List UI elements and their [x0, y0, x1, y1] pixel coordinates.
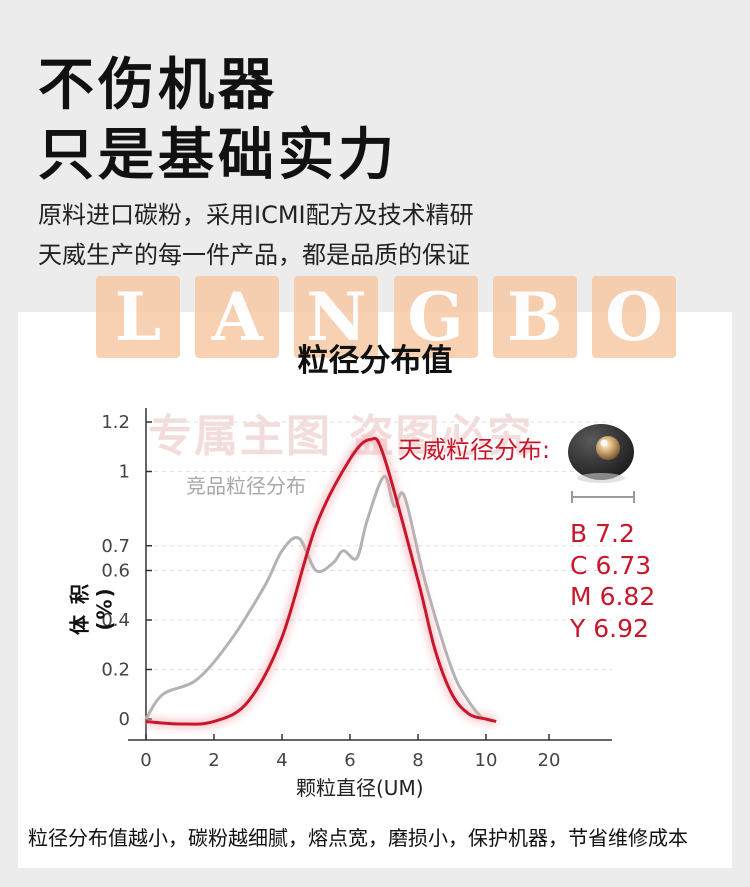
langbo-watermark: L A N G B O	[96, 276, 676, 358]
metric-value: 7.2	[595, 519, 635, 548]
chart-title: 粒径分布值	[297, 343, 453, 379]
y-tick-label: 0.4	[101, 610, 130, 631]
chart-grid	[146, 421, 612, 670]
y-tick-label: 0.2	[101, 660, 130, 681]
toner-particle-icon	[568, 424, 634, 483]
metric-label: Y	[570, 613, 586, 643]
series-line-main	[145, 436, 497, 726]
y-tick-label: 0.6	[101, 561, 130, 582]
x-axis-label: 颗粒直径(UM)	[296, 776, 424, 800]
metric-value: 6.82	[599, 582, 656, 611]
x-tick-label: 8	[412, 750, 423, 771]
headline-line-2: 只是基础实力	[38, 123, 398, 188]
y-axis-label: 体 积 (%)	[67, 582, 117, 635]
metric-item: Y 6.92	[570, 613, 655, 645]
y-tick-label: 1	[119, 462, 130, 483]
watermark-letter: O	[591, 276, 676, 358]
metric-item: B 7.2	[570, 518, 655, 550]
metric-label: C	[570, 550, 588, 580]
x-tick-label: 6	[344, 750, 355, 771]
x-tick-label: 4	[276, 750, 287, 771]
chart-axes: 0 0.2 0.4 0.6 0.7 1 1.2 0 2 4 6 8 10 20	[101, 408, 612, 771]
metric-item: C 6.73	[570, 550, 655, 582]
metric-item: M 6.82	[570, 581, 655, 613]
watermark-letter: N	[294, 276, 379, 358]
metric-label: M	[570, 582, 592, 611]
footer-caption: 粒径分布值越小，碳粉越细腻，熔点宽，磨损小，保护机器，节省维修成本	[28, 826, 688, 850]
chart-card	[18, 312, 732, 868]
metric-label: B	[570, 519, 588, 548]
watermark-letter: B	[492, 276, 577, 358]
legend-series-main: 天威粒径分布:	[398, 436, 551, 464]
subtitle-line-1: 原料进口碳粉，采用ICMI配方及技术精研	[38, 201, 474, 229]
chart-series	[144, 433, 498, 729]
x-tick-label: 0	[140, 750, 151, 771]
metric-value: 6.92	[593, 613, 649, 643]
watermark-letter: A	[195, 276, 280, 358]
x-tick-label: 2	[208, 750, 219, 771]
series-line-competitor	[144, 474, 484, 720]
metric-value: 6.73	[595, 550, 652, 580]
scale-bar-icon	[571, 491, 635, 503]
y-tick-label: 1.2	[101, 412, 130, 433]
subtitle-line-2: 天威生产的每一件产品，都是品质的保证	[38, 241, 470, 269]
y-tick-label: 0.7	[101, 536, 130, 557]
copyright-stamp: 专属主图 盗图必究	[148, 411, 534, 462]
legend-series-competitor: 竞品粒径分布	[186, 474, 306, 498]
y-tick-label: 0	[119, 709, 130, 730]
x-tick-label: 20	[538, 750, 561, 771]
watermark-letter: G	[393, 276, 478, 358]
watermark-letter: L	[96, 276, 180, 358]
color-metrics: B 7.2 C 6.73 M 6.82 Y 6.92	[570, 518, 655, 644]
x-tick-label: 10	[475, 750, 498, 771]
headline-line-1: 不伤机器	[38, 53, 278, 118]
